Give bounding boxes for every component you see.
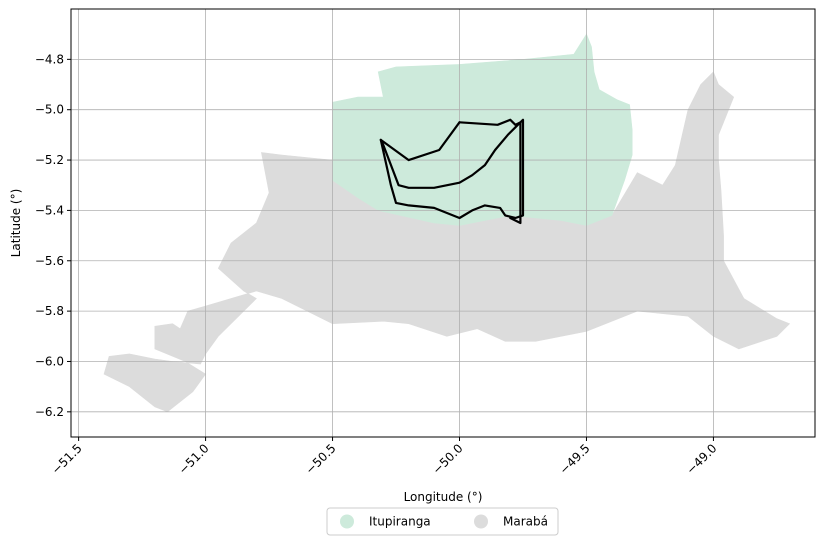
plot-frame — [70, 8, 816, 438]
legend-label: Itupiranga — [369, 515, 431, 529]
x-tick-label: −49.5 — [557, 441, 593, 477]
y-tick-label: −5.8 — [35, 304, 64, 318]
legend-box — [326, 507, 559, 536]
x-tick-label: −49.0 — [684, 441, 720, 477]
region-itupiranga — [332, 33, 633, 226]
y-tick-label: −6.0 — [35, 354, 64, 368]
legend-marker — [340, 514, 354, 529]
x-axis-ticks: −51.5 −51.0 −50.5 −50.0 −49.5 −49.0 — [49, 437, 720, 477]
region-maraba — [103, 71, 791, 413]
legend-marker — [474, 514, 488, 529]
y-axis-title: Latitude (°) — [9, 189, 23, 258]
boundary-outlines — [379, 118, 525, 225]
x-tick-label: −50.0 — [430, 441, 466, 477]
regions-layer — [103, 33, 791, 413]
y-axis-ticks: −4.8 −5.0 −5.2 −5.4 −5.6 −5.8 −6.0 −6.2 — [35, 52, 71, 419]
legend-label: Marabá — [503, 515, 548, 529]
boundary-outline — [379, 121, 461, 162]
y-tick-label: −5.2 — [35, 153, 64, 167]
y-tick-label: −4.8 — [35, 52, 64, 66]
y-tick-label: −5.4 — [35, 203, 64, 217]
boundary-outline — [379, 118, 525, 220]
x-tick-label: −51.0 — [176, 441, 212, 477]
legend: Itupiranga Marabá — [326, 507, 559, 536]
y-tick-label: −6.2 — [35, 405, 64, 419]
grid-lines — [71, 9, 815, 437]
x-axis-title: Longitude (°) — [404, 490, 483, 504]
x-tick-label: −51.5 — [49, 441, 85, 477]
y-tick-label: −5.0 — [35, 103, 64, 117]
boundary-outline — [458, 118, 522, 225]
x-tick-label: −50.5 — [303, 441, 339, 477]
y-tick-label: −5.6 — [35, 254, 64, 268]
